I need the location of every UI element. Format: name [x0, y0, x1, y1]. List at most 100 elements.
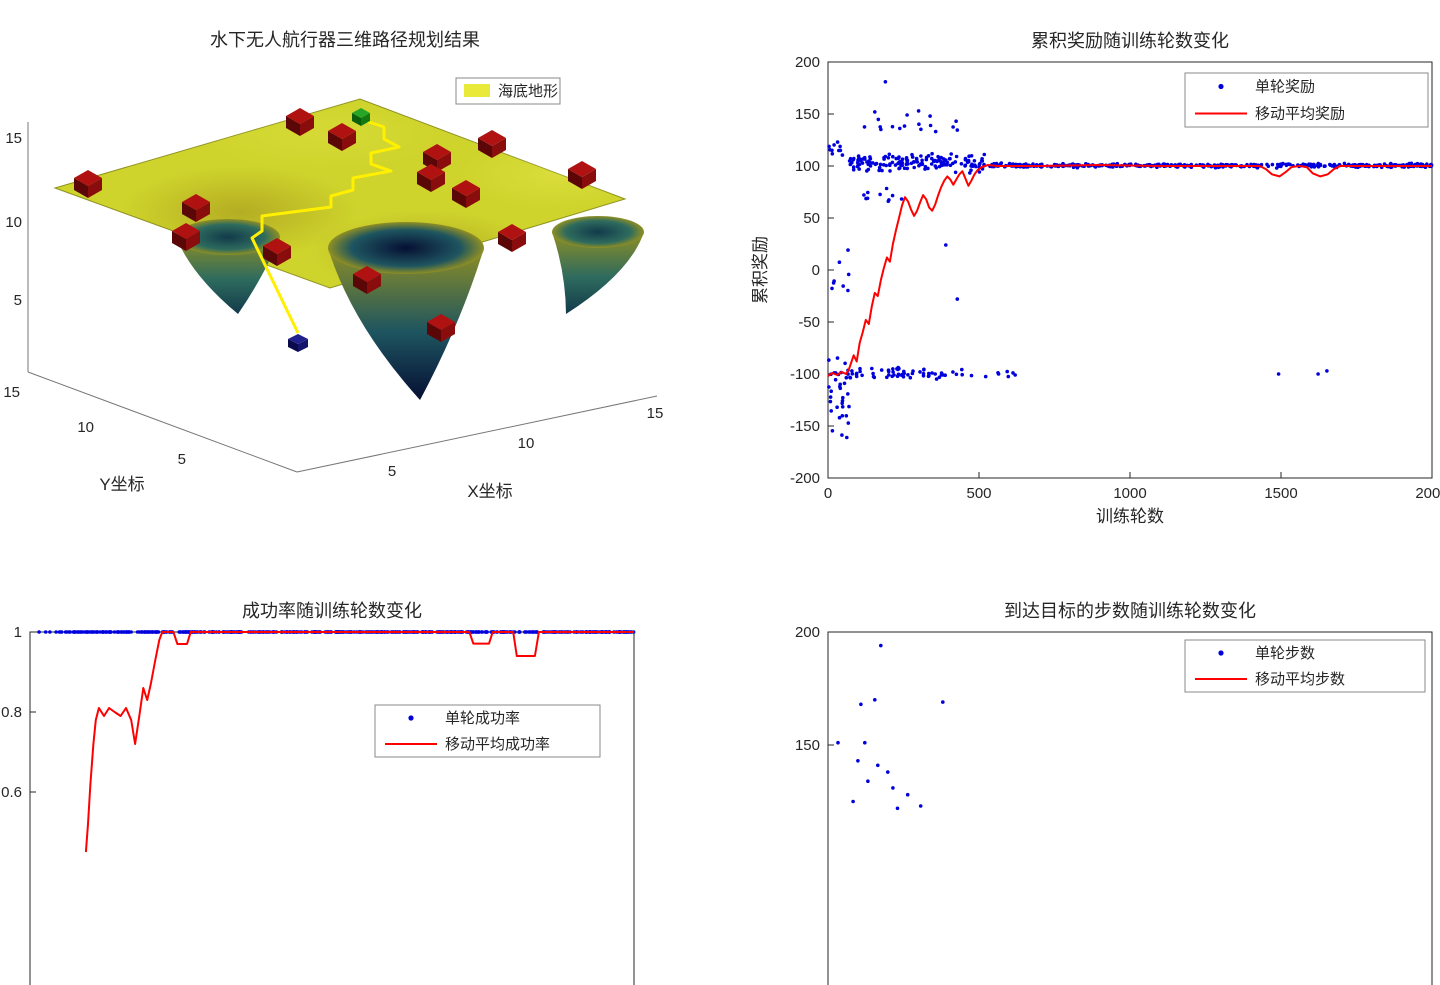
goal-cube — [298, 339, 308, 352]
y-axis-label: 累积奖励 — [751, 236, 770, 304]
obstacle-cube — [452, 180, 480, 196]
planned-path — [250, 118, 401, 334]
y-tick-label: 100 — [795, 158, 820, 175]
legend-label: 单轮成功率 — [445, 710, 520, 727]
obstacle-cube — [431, 172, 445, 192]
obstacle-cube — [186, 231, 200, 251]
y-tick-label: 1 — [14, 624, 22, 641]
obstacle-cube — [328, 131, 342, 151]
obstacle-cube — [466, 188, 480, 208]
legend-box — [1184, 639, 1426, 693]
y-tick-label: -100 — [790, 366, 820, 383]
scatter-series — [827, 80, 1434, 440]
y-tick-label: -200 — [790, 470, 820, 487]
obstacle-cube — [512, 232, 526, 252]
z-tick-label: 15 — [5, 130, 22, 147]
plot-box — [29, 631, 635, 985]
obstacle-cube — [417, 172, 431, 192]
moving-average-line — [84, 631, 634, 853]
obstacle-cube — [437, 152, 451, 172]
y-tick-label: 0 — [812, 262, 820, 279]
obstacle-cube — [300, 116, 314, 136]
x-tick-label: 500 — [966, 485, 991, 502]
legend-box — [1184, 72, 1429, 128]
y-tick-label: 0.8 — [1, 704, 22, 721]
obstacle-cube — [286, 108, 314, 124]
obstacle-cube — [182, 202, 196, 222]
obstacle-cube — [478, 130, 506, 146]
obstacle-cube — [182, 194, 210, 210]
obstacle-cube — [172, 231, 186, 251]
obstacle-cube — [478, 138, 492, 158]
obstacle-cube — [568, 169, 582, 189]
legend-label: 单轮步数 — [1255, 645, 1315, 662]
legend-label: 移动平均成功率 — [445, 736, 550, 753]
start-cube — [352, 113, 361, 126]
obstacle-cube — [263, 246, 277, 266]
obstacle-cube — [74, 178, 88, 198]
obstacle-cube — [423, 144, 451, 160]
obstacle-cube — [74, 170, 102, 186]
z-tick-label: 10 — [5, 214, 22, 231]
obstacle-cube — [498, 224, 526, 240]
obstacle-cube — [568, 161, 596, 177]
start-cube — [361, 113, 370, 126]
trench-cone — [176, 237, 280, 314]
trench-rim — [176, 219, 280, 255]
x-tick-label: 15 — [647, 405, 664, 422]
y-tick-label: 15 — [3, 384, 20, 401]
obstacle-cube — [427, 314, 455, 330]
legend-label: 移动平均奖励 — [1255, 106, 1345, 123]
obstacle-cube — [353, 274, 367, 294]
y-tick-label: 150 — [795, 737, 820, 754]
goal-cube — [288, 334, 308, 344]
start-cube — [352, 108, 370, 118]
y-tick-label: 5 — [178, 451, 186, 468]
chart-title: 到达目标的步数随训练轮数变化 — [1004, 601, 1256, 621]
y-axis-label: Y坐标 — [99, 475, 144, 494]
obstacle-cube — [582, 169, 596, 189]
obstacle-cube — [427, 322, 441, 342]
axis-line — [27, 371, 298, 473]
chart-title: 累积奖励随训练轮数变化 — [1031, 31, 1229, 51]
y-tick-label: 200 — [795, 624, 820, 641]
z-tick-label: 5 — [14, 292, 22, 309]
x-tick-label: 10 — [518, 435, 535, 452]
y-tick-label: -150 — [790, 418, 820, 435]
x-tick-label: 0 — [824, 485, 832, 502]
chart-title: 水下无人航行器三维路径规划结果 — [210, 30, 480, 50]
obstacle-cube — [196, 202, 210, 222]
obstacle-cube — [441, 322, 455, 342]
reward-chart: 0 500 1000 1500 2000 -200 -150 -100 -50 0 50 100 150… — [740, 0, 1440, 560]
obstacle-cube — [452, 188, 466, 208]
obstacle-cube — [263, 238, 291, 254]
y-tick-label: 200 — [795, 54, 820, 71]
x-axis-label: 训练轮数 — [1096, 507, 1164, 526]
legend-label: 单轮奖励 — [1255, 79, 1315, 96]
obstacle-cube — [498, 232, 512, 252]
x-tick-label: 5 — [388, 463, 396, 480]
legend-patch-marker — [464, 84, 490, 97]
trench-rim — [552, 216, 644, 248]
x-tick-label: 2000 — [1415, 485, 1440, 502]
trench-cone — [552, 232, 644, 314]
obstacle-cube — [342, 131, 356, 151]
y-tick-label: 10 — [77, 419, 94, 436]
moving-average-line — [827, 164, 1432, 377]
y-tick-label: 50 — [803, 210, 820, 227]
obstacle-cube — [172, 223, 200, 239]
obstacle-cube — [353, 266, 381, 282]
y-tick-label: 0.6 — [1, 784, 22, 801]
legend-label: 移动平均步数 — [1255, 671, 1345, 688]
legend-dot-marker — [1218, 83, 1224, 90]
x-tick-label: 1000 — [1113, 485, 1146, 502]
scatter-series — [836, 643, 945, 811]
x-tick-label: 1500 — [1264, 485, 1297, 502]
y-tick-label: 150 — [795, 106, 820, 123]
axis-line — [296, 395, 658, 473]
legend-dot-marker — [1218, 650, 1224, 656]
goal-cube — [288, 339, 298, 352]
